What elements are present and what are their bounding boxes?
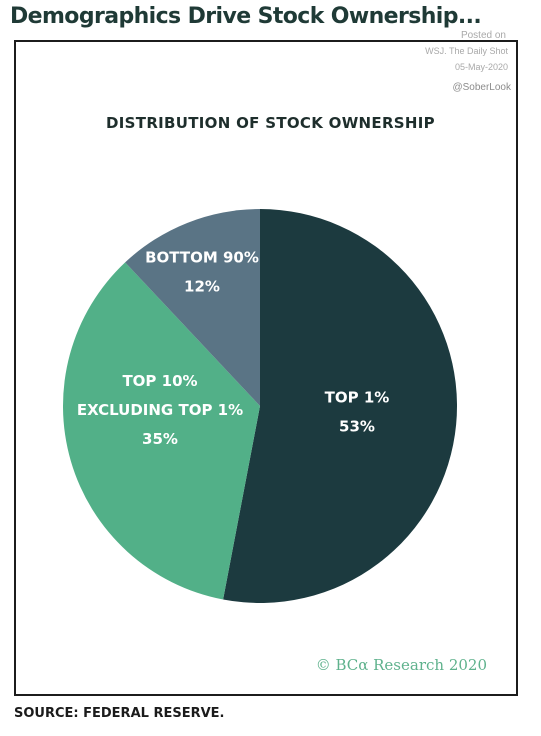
- source-note: SOURCE: FEDERAL RESERVE.: [14, 706, 225, 721]
- slice-value-label: 35%: [142, 430, 178, 448]
- slice-top-10-excl-top-1: [62, 262, 260, 600]
- watermark-date: 05-May-2020: [454, 62, 508, 72]
- pie-slices: [62, 208, 458, 603]
- watermark-publisher: WSJ. The Daily Shot: [425, 46, 508, 56]
- copyright-text: © BCα Research 2020: [315, 656, 487, 674]
- label-bottom-90: BOTTOM 90% 12%: [145, 249, 259, 296]
- chart-title: DISTRIBUTION OF STOCK OWNERSHIP: [106, 114, 435, 132]
- watermark-handle: @SoberLook: [452, 82, 511, 93]
- slice-name-label: EXCLUDING TOP 1%: [77, 401, 243, 419]
- slice-name-label: TOP 10%: [122, 372, 197, 390]
- watermark-posted: Posted on: [460, 30, 506, 41]
- slice-value-label: 12%: [184, 278, 220, 296]
- slice-top-1: [223, 209, 458, 603]
- slice-name-label: BOTTOM 90%: [145, 249, 259, 267]
- label-top-1: TOP 1% 53%: [325, 389, 390, 436]
- label-top-10-excl-top-1: TOP 10% EXCLUDING TOP 1% 35%: [77, 372, 243, 448]
- slice-name-label: TOP 1%: [325, 389, 390, 407]
- pie-labels: TOP 1% 53% TOP 10% EXCLUDING TOP 1% 35% BOTTO…: [77, 249, 389, 449]
- slice-value-label: 53%: [339, 418, 375, 436]
- headline: Demographics Drive Stock Ownership...: [10, 4, 482, 29]
- slice-bottom-90: [125, 208, 260, 406]
